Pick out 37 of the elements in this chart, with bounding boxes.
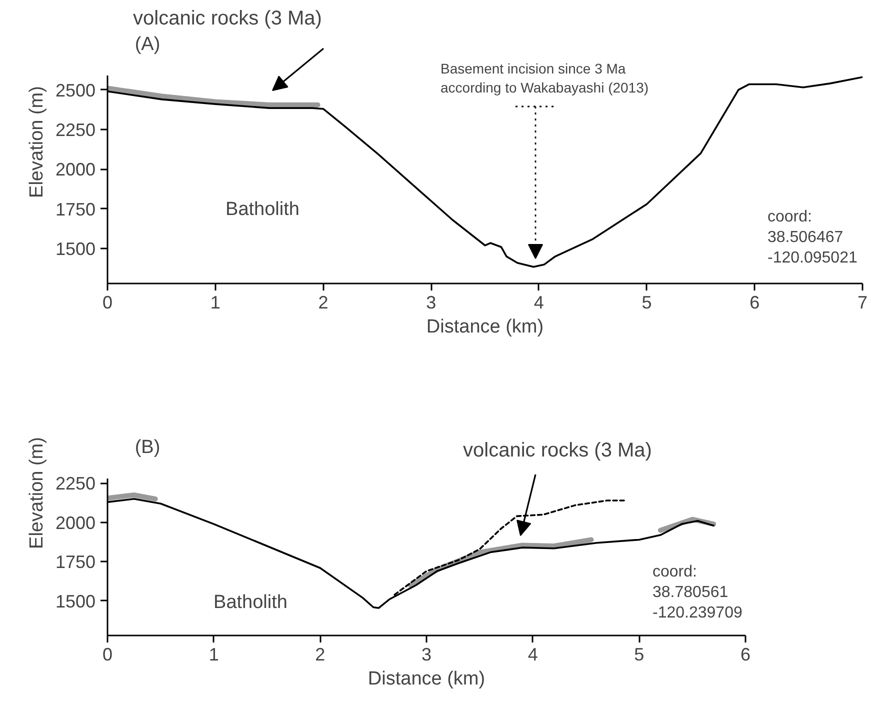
chart-title: (A) xyxy=(134,34,160,55)
x-tick-label: 6 xyxy=(750,292,760,312)
x-tick-label: 5 xyxy=(634,644,644,664)
y-tick-label: 1750 xyxy=(55,199,96,220)
y-tick-label: 1750 xyxy=(55,552,96,572)
x-tick-label: 5 xyxy=(642,292,652,312)
x-tick-label: 1 xyxy=(210,292,220,312)
x-axis-title: Distance (km) xyxy=(368,668,486,690)
y-tick-label: 2250 xyxy=(55,474,96,494)
x-tick-label: 0 xyxy=(102,644,113,664)
x-tick-label: 1 xyxy=(208,644,219,664)
annotation: coord: 38.506467 -120.095021 xyxy=(768,208,858,266)
x-tick-label: 0 xyxy=(102,292,113,312)
x-tick-label: 3 xyxy=(421,644,432,664)
y-tick-label: 2500 xyxy=(55,80,96,100)
y-tick-label: 2000 xyxy=(55,512,96,533)
x-tick-label: 6 xyxy=(740,644,751,664)
x-tick-label: 2 xyxy=(318,292,328,312)
text: volcanic rocks (3 Ma) xyxy=(463,440,652,462)
y-tick-label: 2250 xyxy=(55,120,96,140)
x-axis-title: Distance (km) xyxy=(426,316,544,338)
annotation: Batholith xyxy=(226,199,300,220)
x-tick-label: 3 xyxy=(426,292,436,312)
x-tick-label: 4 xyxy=(528,644,538,664)
annotation: coord: 38.780561 -120.239709 xyxy=(652,564,742,622)
annotation: Batholith xyxy=(214,592,288,613)
y-tick-label: 1500 xyxy=(55,591,96,612)
x-tick-label: 7 xyxy=(857,292,868,312)
y-axis-title: Elevation (m) xyxy=(26,437,48,549)
annotation: Basement incision since 3 Ma according to Wakabayashi (2013) xyxy=(440,60,649,96)
x-tick-label: 4 xyxy=(534,292,544,312)
y-axis-title: Elevation (m) xyxy=(26,86,48,198)
y-tick-label: 2000 xyxy=(55,160,96,180)
text: volcanic rocks (3 Ma) xyxy=(133,8,322,30)
x-tick-label: 2 xyxy=(315,644,326,664)
y-tick-label: 1500 xyxy=(55,239,96,260)
chart-title: (B) xyxy=(134,437,160,458)
